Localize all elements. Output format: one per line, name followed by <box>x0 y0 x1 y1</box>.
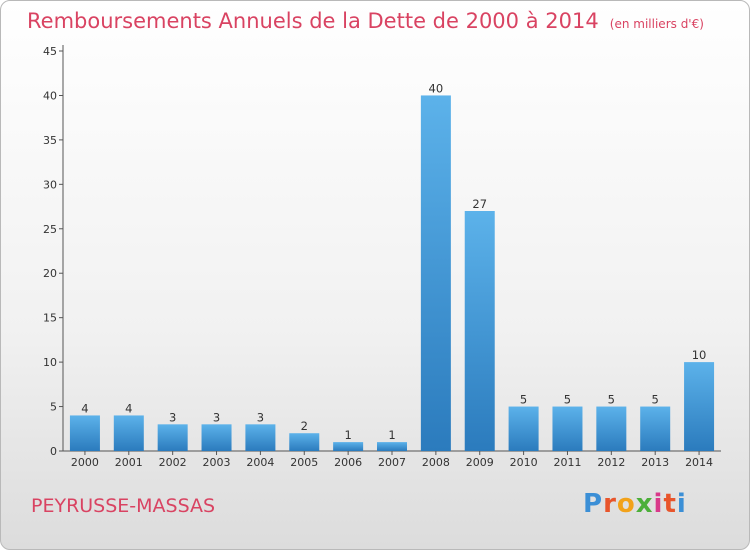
y-tick-label: 40 <box>43 89 57 102</box>
logo-letter: r <box>603 489 617 519</box>
data-label: 27 <box>472 197 487 211</box>
y-tick-label: 5 <box>50 401 57 414</box>
bar <box>201 424 232 451</box>
data-label: 5 <box>652 393 659 407</box>
x-tick-label: 2008 <box>422 456 450 469</box>
data-label: 5 <box>608 393 615 407</box>
data-label: 4 <box>81 401 88 415</box>
bar <box>289 433 320 451</box>
place-name: PEYRUSSE-MASSAS <box>31 495 216 517</box>
bar <box>684 362 715 451</box>
data-label: 40 <box>429 81 444 95</box>
proxiti-logo: Proxiti <box>583 489 687 519</box>
bar <box>157 424 188 451</box>
x-tick-label: 2012 <box>597 456 625 469</box>
data-label: 10 <box>692 348 707 362</box>
data-label: 3 <box>213 410 220 424</box>
x-tick-label: 2000 <box>71 456 99 469</box>
y-tick-label: 30 <box>43 178 57 191</box>
x-tick-label: 2010 <box>510 456 538 469</box>
x-tick-label: 2007 <box>378 456 406 469</box>
bar <box>69 415 100 451</box>
bar <box>333 442 364 451</box>
logo-letter: x <box>635 489 654 519</box>
x-tick-label: 2003 <box>203 456 231 469</box>
x-tick-label: 2014 <box>685 456 713 469</box>
data-label: 1 <box>388 428 395 442</box>
y-tick-label: 35 <box>43 134 57 147</box>
data-label: 5 <box>564 393 571 407</box>
chart-unit: (en milliers d'€) <box>609 17 704 31</box>
logo-letter: o <box>616 489 636 519</box>
x-tick-label: 2013 <box>641 456 669 469</box>
bar <box>508 406 539 451</box>
logo-letter: i <box>676 489 687 519</box>
x-tick-label: 2009 <box>466 456 494 469</box>
x-tick-label: 2004 <box>246 456 274 469</box>
y-tick-label: 0 <box>50 445 57 458</box>
data-label: 4 <box>125 401 132 415</box>
chart-title: Remboursements Annuels de la Dette de 20… <box>27 9 599 33</box>
bar <box>552 406 583 451</box>
x-tick-label: 2001 <box>115 456 143 469</box>
data-label: 1 <box>344 428 351 442</box>
title-row: Remboursements Annuels de la Dette de 20… <box>27 9 704 33</box>
data-label: 2 <box>301 419 308 433</box>
bar <box>464 211 495 451</box>
x-tick-label: 2005 <box>290 456 318 469</box>
logo-letter: i <box>653 489 664 519</box>
x-tick-label: 2006 <box>334 456 362 469</box>
bar <box>420 95 451 451</box>
bar <box>377 442 407 451</box>
data-label: 3 <box>257 410 264 424</box>
y-tick-label: 15 <box>43 312 57 325</box>
logo-letter: t <box>663 489 677 519</box>
logo-letter: P <box>583 489 604 519</box>
bars <box>69 95 715 451</box>
bar <box>113 415 144 451</box>
y-tick-label: 20 <box>43 267 57 280</box>
data-label: 5 <box>520 393 527 407</box>
data-label: 3 <box>169 410 176 424</box>
x-tick-label: 2002 <box>159 456 187 469</box>
y-tick-label: 45 <box>43 45 57 58</box>
data-labels: 4 4 3 3 3 2 1 1 40 27 5 5 5 5 10 <box>81 81 706 442</box>
y-tick-label: 25 <box>43 223 57 236</box>
bar <box>245 424 276 451</box>
bar <box>596 406 627 451</box>
bar <box>640 406 671 451</box>
x-tick-label: 2011 <box>553 456 581 469</box>
y-tick-label: 10 <box>43 356 57 369</box>
